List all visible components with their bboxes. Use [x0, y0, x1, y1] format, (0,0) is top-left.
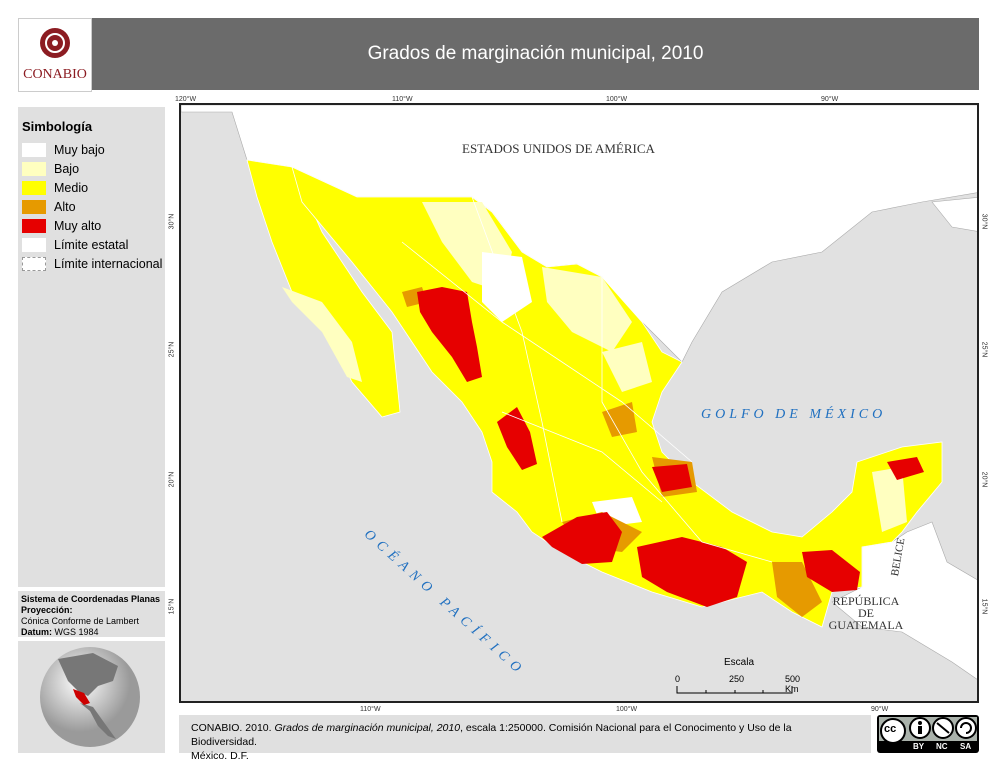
region-muy-alto-tarahumara: [417, 287, 482, 382]
conabio-logo: CONABIO: [18, 18, 92, 92]
projection-info: Sistema de Coordenadas Planas Proyección…: [18, 591, 165, 637]
label-usa: ESTADOS UNIDOS DE AMÉRICA: [462, 141, 655, 156]
legend-item-alto: Alto: [22, 199, 76, 215]
tick-bottom-100w: 100°W: [616, 706, 638, 713]
legend-item-bajo: Bajo: [22, 161, 79, 177]
cuba-land: [931, 197, 977, 232]
region-muy-alto-chiapas: [802, 550, 860, 592]
legend-item-medio: Medio: [22, 180, 88, 196]
tick-right-25n: 25°N: [980, 341, 988, 358]
region-muy-alto-puebla: [652, 464, 692, 492]
legend-item-muy-alto: Muy alto: [22, 218, 101, 234]
sa-label: SA: [960, 742, 972, 751]
tick-top-110w: 110°W: [392, 96, 413, 103]
region-muy-alto-nayar: [497, 407, 537, 470]
tick-bottom-90w: 90°W: [871, 706, 889, 713]
tick-left-15n: 15°N: [168, 598, 176, 615]
legend-item-muy-bajo: Muy bajo: [22, 142, 105, 158]
tick-top-120w: 120°W: [175, 96, 197, 103]
creative-commons-badge[interactable]: cc BY NC SA: [877, 715, 979, 753]
central-america-land: [831, 521, 977, 680]
logo-text: CONABIO: [23, 67, 87, 82]
region-muy-alto-yucatan: [887, 457, 924, 480]
tick-right-20n: 20°N: [980, 471, 988, 488]
map[interactable]: ESTADOS UNIDOS DE AMÉRICA GOLFO DE MÉXIC…: [179, 103, 979, 703]
region-muy-alto-guerrero: [542, 512, 622, 564]
locator-globe: [18, 641, 165, 753]
tick-left-20n: 20°N: [168, 471, 176, 488]
page-title: Grados de marginación municipal, 2010: [92, 18, 979, 90]
label-guatemala: REPÚBLICA DE GUATEMALA: [828, 594, 904, 632]
legend-title: Simbología: [22, 119, 93, 134]
nc-label: NC: [936, 742, 948, 751]
tick-right-15n: 15°N: [980, 598, 988, 615]
tick-right-30n: 30°N: [980, 213, 988, 230]
by-label: BY: [913, 742, 925, 751]
tick-top-100w: 100°W: [606, 96, 628, 103]
legend: Simbología Muy bajo Bajo Medio Alto Muy …: [18, 107, 165, 587]
mexico-mainland: [291, 166, 943, 628]
citation: CONABIO. 2010. Grados de marginación mun…: [179, 715, 871, 762]
tick-top-90w: 90°W: [821, 96, 839, 103]
tick-bottom-110w: 110°W: [360, 706, 381, 713]
tick-left-30n: 30°N: [168, 213, 176, 230]
label-gulf: GOLFO DE MÉXICO: [701, 407, 887, 422]
tick-left-25n: 25°N: [168, 341, 176, 358]
legend-item-limite-estatal: Límite estatal: [22, 237, 128, 253]
map-canvas: [181, 105, 977, 680]
region-muy-alto-oaxaca: [637, 537, 747, 607]
scale-bar: Escala 0 250 500 Km: [675, 657, 801, 694]
conabio-emblem-icon: [40, 28, 70, 58]
legend-item-limite-internacional: Límite internacional: [22, 256, 162, 272]
cc-icon: cc: [884, 723, 897, 735]
